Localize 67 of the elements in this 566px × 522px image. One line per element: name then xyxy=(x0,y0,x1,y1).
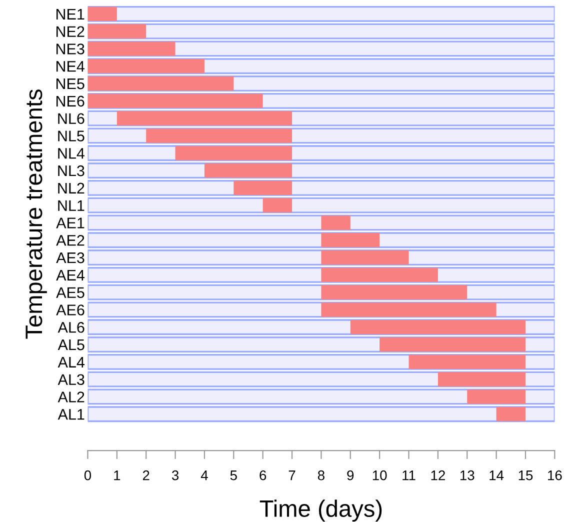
bar xyxy=(146,128,292,143)
x-tick-label: 15 xyxy=(518,470,533,480)
y-tick-label: NL2 xyxy=(58,182,84,194)
y-tick-label: NE1 xyxy=(56,8,84,20)
bar xyxy=(88,24,146,38)
y-tick-label: NL3 xyxy=(58,165,84,176)
y-tick-label: AL3 xyxy=(58,374,84,386)
x-tick-label: 7 xyxy=(288,470,296,480)
bar xyxy=(321,232,380,248)
y-tick-label: AE6 xyxy=(56,304,84,316)
bar xyxy=(88,42,176,56)
bar xyxy=(262,198,292,212)
bar xyxy=(350,320,526,334)
x-tick-label: 1 xyxy=(114,470,120,480)
bar xyxy=(88,6,117,22)
x-tick-label: 8 xyxy=(318,470,324,480)
y-tick-label: NL4 xyxy=(58,148,85,159)
x-tick-label: 13 xyxy=(460,470,474,480)
x-tick-label: 10 xyxy=(372,470,387,480)
bar xyxy=(321,250,409,265)
bar xyxy=(321,216,350,230)
bar xyxy=(467,390,526,404)
y-tick-label: NE5 xyxy=(56,78,84,90)
x-tick-label: 6 xyxy=(260,470,266,480)
y-tick-label: NL1 xyxy=(58,200,84,211)
x-tick-label: 5 xyxy=(230,470,237,480)
y-tick-label: AL2 xyxy=(58,392,84,402)
bar xyxy=(175,146,292,160)
y-tick-label: NE4 xyxy=(56,61,85,72)
y-tick-label: NL6 xyxy=(58,113,84,124)
bar xyxy=(321,285,468,300)
x-tick-label: 4 xyxy=(200,470,208,480)
x-tick-label: 11 xyxy=(402,470,416,480)
bar xyxy=(496,406,526,422)
bar xyxy=(321,268,438,282)
bar xyxy=(88,76,234,91)
y-tick-label: AL6 xyxy=(58,322,84,333)
x-tick-label: 0 xyxy=(84,470,92,480)
bar xyxy=(88,94,263,108)
y-tick-label: AE5 xyxy=(56,287,84,298)
bar xyxy=(438,372,526,386)
bar xyxy=(380,337,526,352)
y-tick-label: AE4 xyxy=(56,270,85,280)
y-tick-label: AE1 xyxy=(56,218,84,228)
y-axis-title: Temperature treatments xyxy=(26,90,47,339)
x-tick-label: 2 xyxy=(142,470,150,480)
y-tick-label: NE2 xyxy=(56,26,84,37)
bar xyxy=(204,163,292,178)
x-tick-label: 9 xyxy=(347,470,354,480)
x-tick-label: 16 xyxy=(548,470,562,480)
y-tick-label: AE2 xyxy=(56,234,84,246)
x-tick-label: 14 xyxy=(490,470,504,480)
y-tick-label: AL1 xyxy=(58,409,84,420)
y-tick-label: AE3 xyxy=(56,252,84,264)
bar xyxy=(234,180,292,196)
y-tick-label: AL5 xyxy=(58,340,84,350)
bar xyxy=(321,302,496,317)
y-tick-label: NE3 xyxy=(56,44,84,54)
x-tick-label: 3 xyxy=(172,470,179,480)
bar xyxy=(116,111,292,126)
y-tick-label: NL5 xyxy=(58,130,84,142)
y-tick-label: AL4 xyxy=(58,356,85,368)
bar xyxy=(88,58,204,74)
x-tick-label: 12 xyxy=(431,470,445,480)
x-axis-title: Time (days) xyxy=(260,500,382,522)
y-tick-label: NE6 xyxy=(56,96,84,107)
bar xyxy=(408,354,526,370)
